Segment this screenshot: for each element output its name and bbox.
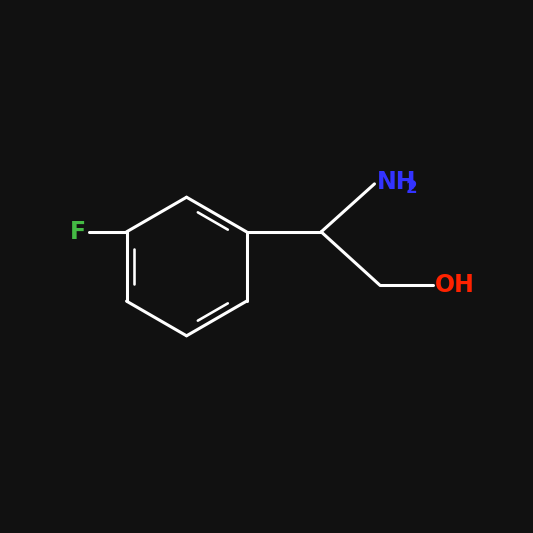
Text: NH: NH (377, 169, 416, 194)
Text: OH: OH (435, 273, 475, 297)
Text: 2: 2 (406, 179, 417, 197)
Text: F: F (70, 220, 86, 244)
